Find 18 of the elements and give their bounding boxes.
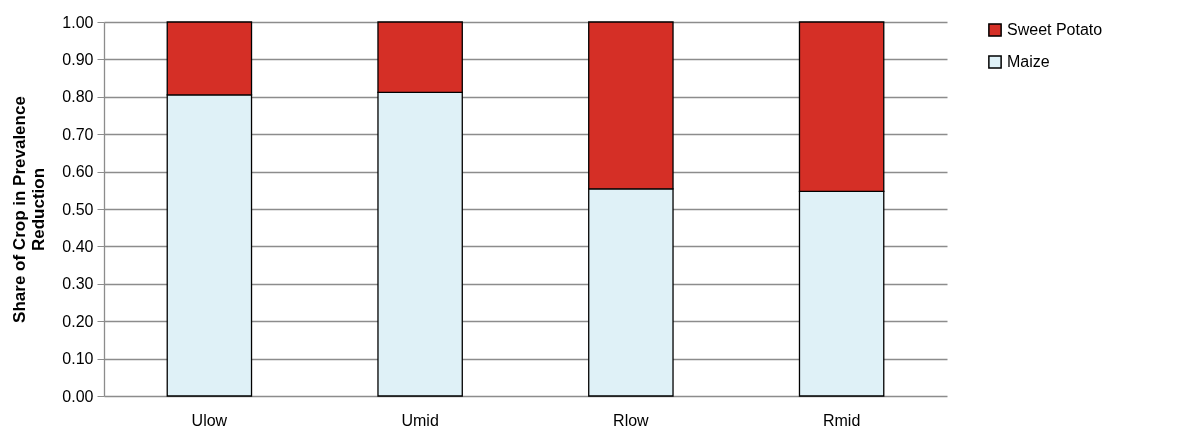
y-tick-label: 0.80 (62, 88, 94, 106)
x-tick-label: Rlow (613, 411, 650, 429)
y-tick-label: 1.00 (62, 13, 94, 31)
x-tick-label: Rmid (822, 411, 861, 429)
y-tick-label: 0.30 (62, 275, 94, 293)
x-tick-label: Ulow (191, 411, 228, 429)
legend-label: Maize (1007, 53, 1050, 70)
y-axis-title: Share of Crop in Prevalence Reduction (10, 96, 49, 323)
y-tick-label: 0.20 (62, 312, 94, 330)
y-tick-label: 0.60 (62, 163, 94, 181)
y-tick-label: 0.10 (62, 350, 94, 368)
x-tick-label: Umid (401, 411, 439, 429)
y-tick-label: 0.90 (62, 50, 94, 68)
y-tick-label: 0.00 (62, 387, 94, 405)
y-tick-label: 0.50 (62, 200, 94, 218)
y-tick-label: 0.70 (62, 125, 94, 143)
legend-label: Sweet Potato (1007, 21, 1103, 38)
y-tick-label: 0.40 (62, 237, 94, 255)
